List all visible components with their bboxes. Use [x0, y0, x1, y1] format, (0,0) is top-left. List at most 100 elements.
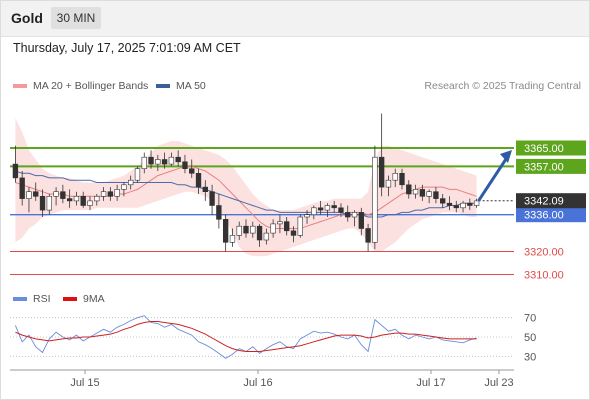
x-tick-label-2: Jul 17 — [416, 377, 445, 389]
level-box-1 — [516, 158, 586, 174]
rsi-tick-1: 50 — [524, 332, 536, 344]
candle-body — [222, 219, 229, 243]
forecast-arrow-shaft — [477, 155, 510, 202]
candle-body — [419, 189, 426, 197]
candle-body — [277, 221, 283, 225]
candle-body — [263, 232, 270, 241]
legend-ma50: MA 50 — [156, 80, 206, 92]
candle-body — [446, 202, 453, 206]
candle-body — [378, 156, 385, 188]
candle-body — [392, 173, 398, 181]
legend-ma50-label: MA 50 — [176, 80, 206, 92]
level-label-3: 3320.00 — [524, 247, 564, 259]
rsi-tick-0: 70 — [524, 313, 536, 325]
candle-body — [229, 235, 236, 243]
candle-body — [406, 184, 412, 195]
candle-body — [155, 159, 161, 165]
forecast-arrow-head — [500, 150, 512, 163]
candle-body — [372, 156, 378, 243]
candle-body — [148, 156, 154, 165]
chart-header: Gold 30 MIN — [0, 0, 590, 37]
candle-body — [60, 191, 66, 199]
instrument-title: Gold — [11, 10, 43, 26]
candle-body — [385, 179, 392, 188]
candle-body — [467, 202, 473, 206]
candle-body — [297, 216, 303, 236]
legend-rsi-ma: 9MA — [63, 293, 105, 305]
current-price-box — [516, 193, 586, 209]
candle-body — [351, 212, 358, 218]
level-label-2: 3336.00 — [524, 210, 564, 222]
level-label-0: 3365.00 — [524, 143, 564, 155]
legend-rsi: RSI — [13, 293, 51, 305]
candle-body — [107, 191, 114, 197]
current-price-label: 3342.09 — [524, 196, 564, 208]
candle-body — [141, 156, 147, 169]
rsi-ma-line — [15, 321, 477, 352]
candle-body — [311, 207, 317, 216]
candle-body — [433, 191, 439, 199]
candle-body — [26, 191, 32, 199]
candle-body — [39, 196, 46, 211]
x-tick-label-0: Jul 15 — [70, 377, 99, 389]
candle-body — [175, 156, 181, 163]
candle-body — [440, 198, 446, 204]
candle-body — [345, 212, 351, 218]
rsi-swatch — [13, 297, 27, 302]
candle-body — [189, 168, 195, 174]
candle-body — [216, 205, 222, 220]
candle-body — [460, 202, 466, 209]
candle-body — [121, 184, 127, 190]
candle-body — [168, 156, 175, 165]
legend-ma20: MA 20 + Bollinger Bands — [13, 80, 148, 92]
candle-body — [12, 163, 19, 179]
candle-body — [317, 207, 324, 211]
legend-ma20-label: MA 20 + Bollinger Bands — [33, 80, 149, 92]
ma20-line — [15, 165, 477, 229]
rsi-ma-swatch — [63, 297, 77, 302]
candle-body — [324, 205, 331, 211]
ma50-swatch — [156, 84, 170, 89]
candle-body — [100, 191, 107, 197]
level-box-2 — [516, 207, 586, 223]
candle-body — [270, 223, 276, 234]
candle-body — [473, 200, 480, 206]
candle-body — [304, 214, 310, 218]
candle-body — [399, 173, 405, 186]
candle-body — [46, 196, 52, 211]
candle-body — [412, 189, 419, 195]
ma20-swatch — [13, 84, 27, 89]
candle-body — [256, 225, 263, 241]
candle-body — [195, 173, 202, 188]
candle-body — [209, 191, 215, 206]
legend-rsi-ma-label: 9MA — [83, 293, 105, 305]
candle-body — [365, 228, 371, 243]
x-tick-label-1: Jul 16 — [243, 377, 272, 389]
candle-body — [284, 221, 290, 232]
candle-body — [87, 200, 93, 206]
candle-body — [243, 225, 249, 234]
candle-body — [290, 230, 297, 236]
research-credit: Research © 2025 Trading Central — [424, 80, 581, 92]
candle-body — [250, 225, 256, 234]
candle-body — [182, 161, 188, 170]
candle-body — [73, 196, 80, 202]
candle-body — [338, 207, 344, 213]
candle-body — [80, 196, 86, 206]
candle-body — [453, 205, 459, 209]
candle-body — [128, 179, 134, 186]
level-label-4: 3310.00 — [524, 270, 564, 282]
level-label-1: 3357.00 — [524, 161, 564, 173]
candle-body — [202, 186, 208, 193]
legend-rsi-label: RSI — [33, 293, 51, 305]
candle-body — [66, 198, 73, 202]
candle-body — [53, 191, 59, 197]
candle-body — [19, 177, 25, 199]
candle-body — [33, 191, 39, 197]
rsi-tick-2: 30 — [524, 351, 536, 363]
candle-body — [161, 159, 168, 165]
level-box-0 — [516, 140, 586, 156]
timeframe-button[interactable]: 30 MIN — [51, 7, 101, 29]
candle-body — [134, 168, 141, 181]
